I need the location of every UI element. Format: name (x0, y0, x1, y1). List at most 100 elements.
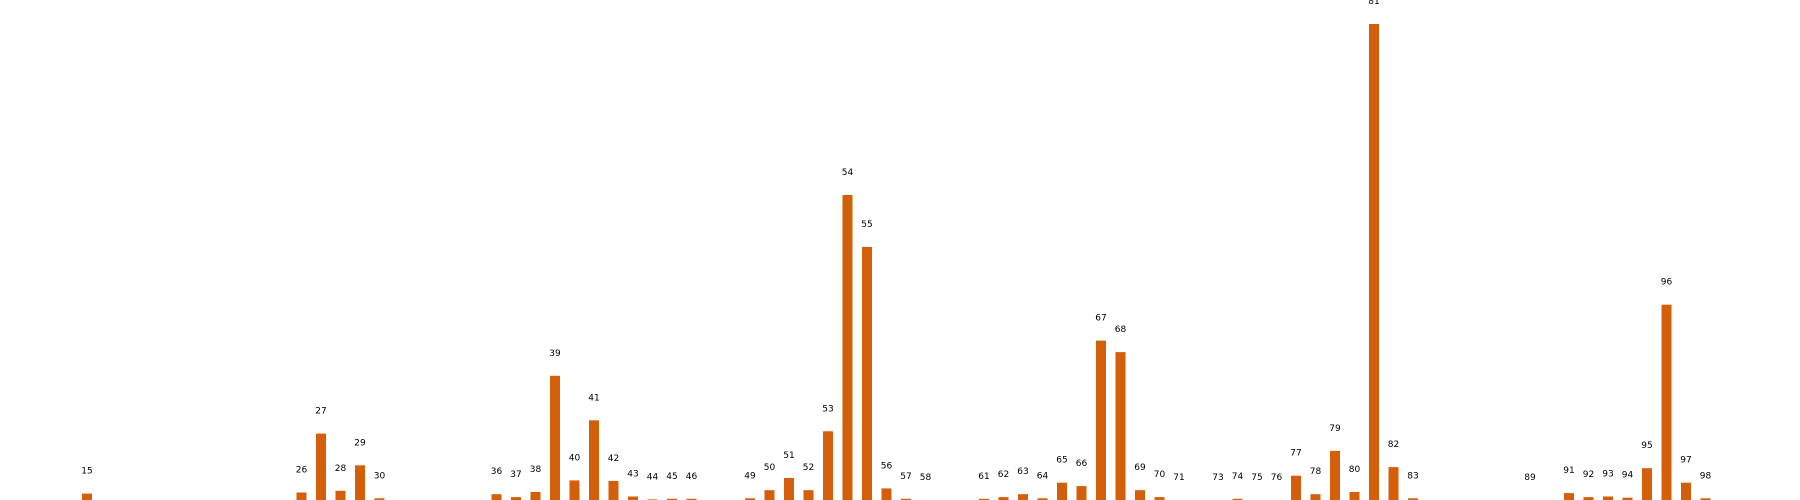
bar-29 (355, 465, 365, 500)
bar-27 (316, 433, 326, 500)
bar-label-62: 62 (998, 470, 1009, 480)
bar-28 (335, 490, 346, 500)
bar-label-77: 77 (1290, 449, 1301, 459)
bar-36 (491, 494, 502, 500)
bar-92 (1583, 497, 1594, 500)
bar-label-98: 98 (1700, 471, 1712, 481)
bar-label-78: 78 (1310, 467, 1322, 477)
bar-label-91: 91 (1563, 466, 1574, 476)
bar-label-63: 63 (1017, 467, 1028, 477)
bar-53 (823, 431, 833, 500)
bar-40 (569, 480, 580, 500)
bar-80 (1349, 491, 1360, 500)
bar-37 (511, 497, 521, 500)
bar-label-36: 36 (491, 467, 503, 477)
bar-label-96: 96 (1661, 278, 1673, 288)
bar-label-58: 58 (920, 473, 932, 483)
bar-68 (1115, 352, 1126, 500)
bar-label-71: 71 (1173, 473, 1184, 483)
bar-95 (1642, 468, 1652, 500)
bar-55 (862, 247, 872, 500)
bar-label-45: 45 (666, 472, 677, 482)
bar-label-49: 49 (744, 471, 756, 481)
bar-label-39: 39 (549, 349, 561, 359)
bar-79 (1330, 450, 1340, 500)
bar-66 (1076, 486, 1087, 500)
bar-label-66: 66 (1076, 459, 1088, 469)
bar-91 (1564, 493, 1574, 500)
bar-label-44: 44 (647, 472, 659, 482)
bar-label-46: 46 (686, 472, 698, 482)
bar-label-74: 74 (1232, 472, 1244, 482)
bar-62 (998, 497, 1009, 500)
bar-70 (1154, 497, 1165, 500)
bar-labels-group: 15 26 27 28 29 30 36 37 38 39 40 41 42 43 44 45 46 49 50 51… (81, 0, 1711, 483)
bar-63 (1018, 494, 1028, 500)
bar-81 (1369, 24, 1379, 500)
bar-label-52: 52 (803, 463, 814, 473)
bar-label-81: 81 (1368, 0, 1379, 7)
bar-label-95: 95 (1641, 441, 1652, 451)
bar-93 (1603, 496, 1613, 500)
bar-97 (1681, 482, 1691, 500)
bar-82 (1388, 467, 1399, 500)
bar-49 (745, 498, 755, 500)
bar-label-89: 89 (1524, 473, 1536, 483)
bar-label-73: 73 (1212, 473, 1223, 483)
bar-78 (1310, 494, 1321, 500)
bar-label-37: 37 (510, 470, 521, 480)
bar-label-26: 26 (296, 466, 308, 476)
bar-label-70: 70 (1154, 470, 1166, 480)
bar-label-80: 80 (1349, 465, 1361, 475)
bar-46 (686, 498, 697, 500)
bar-label-40: 40 (569, 453, 581, 463)
bar-26 (296, 492, 307, 500)
bar-label-82: 82 (1388, 440, 1399, 450)
bar-83 (1408, 498, 1418, 500)
bar-30 (374, 498, 385, 500)
bar-label-68: 68 (1115, 325, 1127, 335)
bar-45 (667, 498, 677, 500)
bar-96 (1661, 304, 1672, 500)
bar-41 (589, 420, 599, 500)
bar-label-29: 29 (354, 438, 366, 448)
bar-label-53: 53 (822, 404, 833, 414)
bar-label-42: 42 (608, 454, 619, 464)
bar-label-41: 41 (588, 393, 599, 403)
bar-label-97: 97 (1680, 456, 1691, 466)
bar-label-27: 27 (315, 407, 326, 417)
bar-label-69: 69 (1134, 463, 1146, 473)
bar-label-76: 76 (1271, 473, 1283, 483)
bar-64 (1037, 498, 1048, 500)
bar-39 (550, 375, 560, 500)
bar-label-15: 15 (81, 467, 92, 477)
bar-label-43: 43 (627, 470, 638, 480)
bar-label-61: 61 (978, 472, 989, 482)
bar-98 (1700, 498, 1711, 500)
bar-label-56: 56 (881, 461, 893, 471)
bars-group (82, 24, 1711, 500)
bar-label-28: 28 (335, 464, 347, 474)
bar-label-94: 94 (1622, 471, 1634, 481)
bar-77 (1291, 475, 1301, 500)
bar-42 (608, 480, 619, 500)
bar-label-79: 79 (1329, 424, 1341, 434)
bar-61 (979, 498, 989, 500)
bar-label-83: 83 (1407, 471, 1418, 481)
bar-label-75: 75 (1251, 473, 1262, 483)
bar-57 (901, 498, 911, 500)
bar-51 (784, 478, 794, 500)
bar-74 (1232, 498, 1243, 500)
bar-label-55: 55 (861, 220, 872, 230)
bar-label-54: 54 (842, 168, 854, 178)
bar-15 (82, 493, 92, 500)
bar-label-57: 57 (900, 472, 911, 482)
bar-label-67: 67 (1095, 314, 1106, 324)
bar-38 (530, 491, 541, 500)
bar-43 (628, 496, 638, 500)
bar-67 (1096, 340, 1106, 500)
bar-label-65: 65 (1056, 456, 1067, 466)
bar-94 (1622, 497, 1633, 500)
bar-label-50: 50 (764, 463, 776, 473)
